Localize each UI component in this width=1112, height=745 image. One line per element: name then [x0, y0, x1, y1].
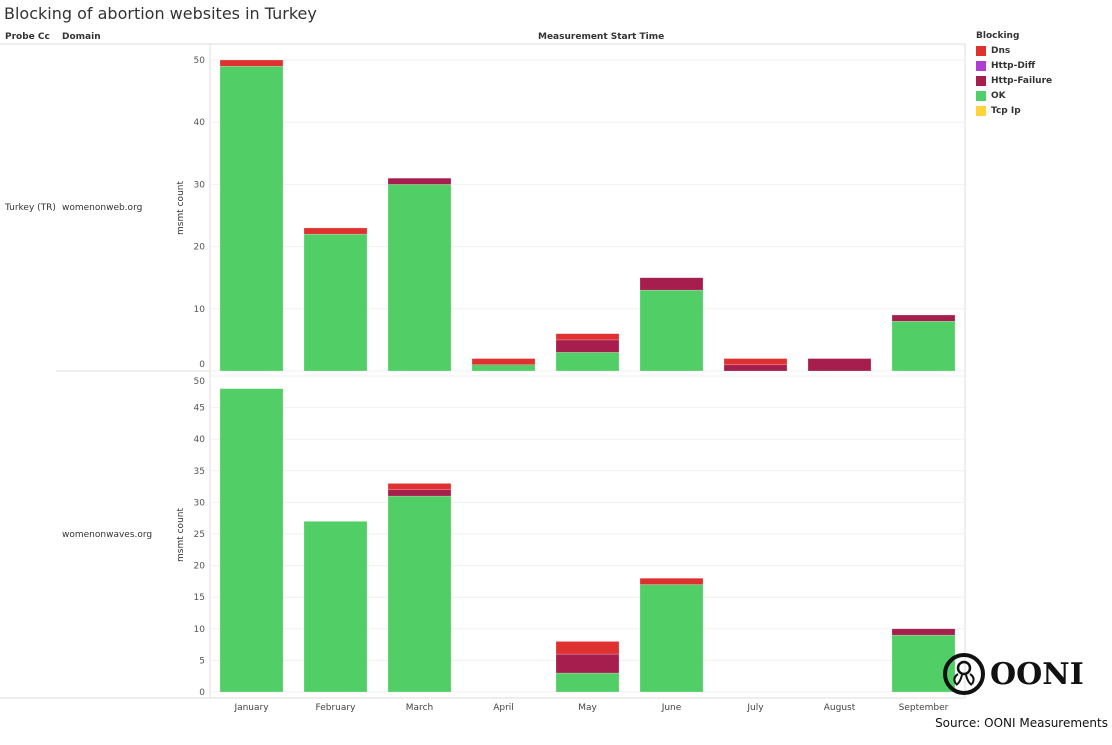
y-tick-label: 20	[194, 562, 206, 572]
domain-label-0: womenonweb.org	[62, 203, 143, 213]
bar-http-failure-may	[555, 653, 620, 674]
bar-ok-february	[303, 521, 368, 693]
legend-item-http-diff[interactable]: Http-Diff	[976, 58, 1052, 73]
y-tick-label: 10	[194, 305, 206, 315]
bar-ok-september	[891, 320, 956, 372]
y-tick-label: 30	[194, 180, 206, 190]
bar-http-failure-september	[891, 314, 956, 322]
bar-http-failure-august	[807, 358, 872, 372]
legend-item-tcp-ip[interactable]: Tcp Ip	[976, 103, 1052, 118]
y-tick-label: 50	[194, 56, 206, 66]
bar-dns-march	[387, 483, 452, 491]
bar-dns-may	[555, 333, 620, 341]
y-tick-label: 30	[194, 498, 206, 508]
source-note: Source: OONI Measurements	[935, 716, 1108, 730]
x-tick-label: May	[578, 703, 597, 713]
x-tick-label: January	[233, 703, 269, 713]
bar-ok-january	[219, 388, 284, 693]
ooni-logo: OONI	[942, 652, 1084, 696]
header-probe-cc: Probe Cc	[5, 32, 50, 42]
bar-dns-may	[555, 641, 620, 655]
bar-ok-may	[555, 672, 620, 693]
header-measurement-start-time: Measurement Start Time	[538, 32, 665, 42]
x-tick-label: July	[746, 703, 764, 713]
legend-title: Blocking	[976, 31, 1020, 41]
legend-label: Http-Failure	[991, 75, 1053, 86]
domain-label-1: womenonwaves.org	[62, 530, 153, 540]
bar-ok-may	[555, 352, 620, 372]
y-tick-label: 10	[194, 625, 206, 635]
legend-item-dns[interactable]: Dns	[976, 43, 1052, 58]
bar-http-failure-may	[555, 339, 620, 353]
probe-cc-label: Turkey (TR)	[5, 203, 56, 213]
y-tick-label: 25	[194, 530, 205, 540]
bar-http-failure-march	[387, 177, 452, 185]
y-tick-label: 0	[199, 360, 205, 370]
legend-swatch	[976, 105, 986, 116]
y-axis-label: msmt count	[176, 181, 186, 235]
bar-dns-july	[723, 358, 788, 366]
y-axis-label: msmt count	[176, 508, 186, 562]
legend-item-ok[interactable]: OK	[976, 88, 1052, 103]
y-tick-label: 15	[194, 593, 205, 603]
legend-label: OK	[991, 90, 1006, 101]
bar-http-failure-september	[891, 628, 956, 636]
y-tick-label: 40	[194, 435, 206, 445]
legend: Blocking Dns Http-Diff Http-Failure OK Tcp I…	[976, 31, 1052, 118]
legend-swatch	[976, 90, 986, 101]
bar-ok-march	[387, 184, 452, 372]
x-tick-label: April	[493, 703, 514, 713]
bar-ok-january	[219, 65, 284, 372]
y-tick-label: 5	[199, 656, 205, 666]
x-tick-label: June	[661, 703, 682, 713]
octopus-icon	[943, 653, 985, 695]
bar-ok-june	[639, 289, 704, 372]
bar-ok-february	[303, 233, 368, 372]
y-tick-label: 40	[194, 118, 206, 128]
legend-swatch	[976, 45, 986, 56]
header-domain: Domain	[62, 32, 101, 42]
legend-swatch	[976, 75, 986, 86]
legend-label: Http-Diff	[991, 60, 1036, 71]
bar-ok-march	[387, 495, 452, 693]
y-tick-label: 0	[199, 688, 205, 698]
bar-dns-april	[471, 358, 536, 366]
bar-http-failure-july	[723, 364, 788, 372]
bar-ok-june	[639, 584, 704, 693]
bar-http-failure-june	[639, 277, 704, 291]
y-tick-label: 50	[194, 377, 206, 387]
legend-label: Tcp Ip	[991, 105, 1021, 116]
legend-swatch	[976, 60, 986, 71]
bar-http-failure-march	[387, 489, 452, 497]
x-tick-label: February	[316, 703, 357, 713]
y-tick-label: 20	[194, 243, 206, 253]
bar-dns-june	[639, 577, 704, 585]
bar-dns-january	[219, 59, 284, 67]
x-tick-label: September	[899, 703, 949, 713]
logo-text: OONI	[990, 656, 1084, 692]
chart-title: Blocking of abortion websites in Turkey	[4, 4, 317, 23]
bar-ok-april	[471, 364, 536, 372]
x-tick-label: August	[824, 703, 856, 713]
bar-dns-february	[303, 227, 368, 235]
bar-ok-september	[891, 634, 956, 693]
x-tick-label: March	[406, 703, 433, 713]
legend-item-http-failure[interactable]: Http-Failure	[976, 73, 1052, 88]
y-tick-label: 45	[194, 404, 205, 414]
legend-label: Dns	[991, 45, 1011, 56]
y-tick-label: 35	[194, 467, 205, 477]
